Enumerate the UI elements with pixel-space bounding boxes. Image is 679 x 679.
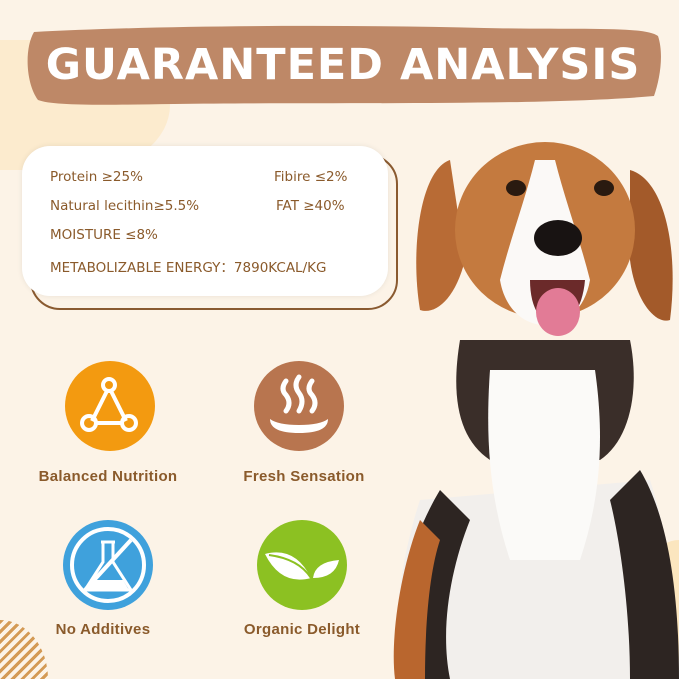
feature-label-organic-delight: Organic Delight	[243, 621, 361, 638]
title-banner: GUARANTEED ANALYSIS	[24, 24, 662, 106]
steam-bowl-icon	[254, 361, 344, 451]
fibre-value: Fibire ≤2%	[274, 169, 348, 185]
no-chemical-flask-icon	[63, 520, 153, 610]
leaves-icon	[257, 520, 347, 610]
moisture-value: MOISTURE ≤8%	[50, 227, 158, 243]
page-title: GUARANTEED ANALYSIS	[45, 40, 641, 90]
feature-label-fresh-sensation: Fresh Sensation	[243, 468, 365, 485]
beagle-dog-photo	[393, 142, 679, 679]
banner-shape	[27, 25, 661, 105]
fat-value: FAT ≥40%	[276, 198, 345, 214]
lecithin-value: Natural lecithin≥5.5%	[50, 198, 200, 214]
molecule-triangle-icon	[65, 361, 155, 451]
feature-label-no-additives: No Additives	[55, 621, 151, 638]
analysis-card	[22, 146, 388, 296]
protein-value: Protein ≥25%	[50, 169, 143, 185]
energy-value: METABOLIZABLE ENERGY：7890KCAL/KG	[50, 260, 327, 276]
feature-label-balanced-nutrition: Balanced Nutrition	[38, 468, 178, 485]
